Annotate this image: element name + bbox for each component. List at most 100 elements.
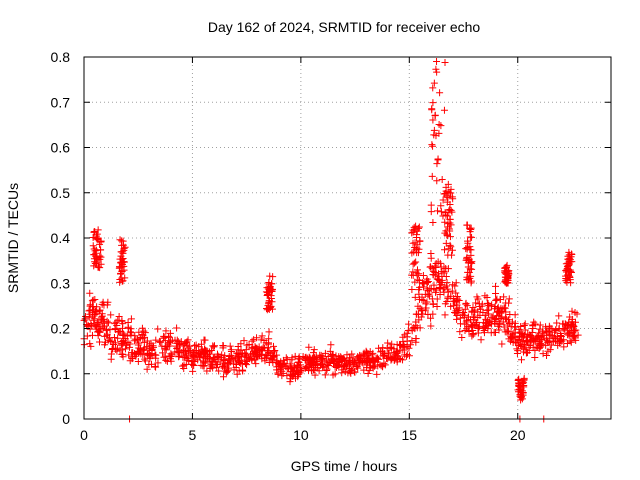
data-point xyxy=(496,295,504,303)
data-point xyxy=(430,126,438,134)
data-point xyxy=(141,357,149,365)
data-point xyxy=(334,357,342,365)
data-point xyxy=(312,353,320,361)
data-point xyxy=(201,359,209,367)
data-point xyxy=(95,327,103,335)
data-point xyxy=(485,310,493,318)
data-point xyxy=(563,331,571,339)
data-point xyxy=(436,89,444,97)
data-point xyxy=(461,327,469,335)
data-point xyxy=(179,362,187,370)
data-point xyxy=(386,343,394,351)
data-point xyxy=(92,323,100,331)
data-point xyxy=(519,337,527,345)
data-point xyxy=(243,341,251,349)
data-point xyxy=(520,374,528,382)
data-point xyxy=(448,193,456,201)
data-point xyxy=(390,356,398,364)
data-point xyxy=(423,285,431,293)
data-point xyxy=(225,355,233,363)
data-point xyxy=(207,361,215,369)
data-point xyxy=(327,355,335,363)
data-point xyxy=(288,365,296,373)
data-point xyxy=(154,325,162,333)
data-point xyxy=(257,336,265,344)
data-point xyxy=(236,351,244,359)
data-point xyxy=(273,351,281,359)
data-point xyxy=(510,329,518,337)
data-point xyxy=(120,262,128,270)
data-point xyxy=(152,363,160,371)
data-point xyxy=(500,304,508,312)
data-point xyxy=(86,310,94,318)
data-point xyxy=(338,369,346,377)
data-point xyxy=(253,334,261,342)
data-point xyxy=(464,275,472,283)
data-point xyxy=(106,337,114,345)
data-point xyxy=(179,348,187,356)
data-point xyxy=(501,328,509,336)
data-point xyxy=(210,342,218,350)
data-point xyxy=(406,341,414,349)
data-point xyxy=(492,282,500,290)
data-point xyxy=(121,335,129,343)
data-point xyxy=(96,240,104,248)
data-point xyxy=(118,341,126,349)
data-point xyxy=(409,228,417,236)
data-point xyxy=(305,343,313,351)
data-point xyxy=(309,366,317,374)
data-point xyxy=(529,322,537,330)
data-point xyxy=(429,218,437,226)
data-point xyxy=(434,207,442,215)
data-point xyxy=(444,180,452,188)
data-point xyxy=(226,342,234,350)
data-point xyxy=(472,299,480,307)
data-point xyxy=(440,269,448,277)
data-point xyxy=(335,353,343,361)
data-point xyxy=(143,365,151,373)
data-point xyxy=(472,319,480,327)
data-point xyxy=(490,328,498,336)
data-point xyxy=(505,319,513,327)
data-point xyxy=(363,364,371,372)
data-point xyxy=(449,281,457,289)
data-point xyxy=(245,353,253,361)
data-point xyxy=(273,366,281,374)
data-point xyxy=(249,349,257,357)
data-point xyxy=(573,310,581,318)
data-point xyxy=(104,319,112,327)
data-point xyxy=(282,354,290,362)
data-point xyxy=(475,324,483,332)
data-point xyxy=(452,279,460,287)
data-point xyxy=(409,239,417,247)
data-point xyxy=(388,340,396,348)
data-point xyxy=(468,323,476,331)
data-point xyxy=(118,241,126,249)
data-point xyxy=(430,131,438,139)
data-point xyxy=(519,389,527,397)
data-point xyxy=(145,361,153,369)
data-point xyxy=(121,243,129,251)
data-point xyxy=(322,356,330,364)
data-point xyxy=(264,291,272,299)
data-point xyxy=(393,358,401,366)
data-point xyxy=(544,338,552,346)
data-point xyxy=(515,333,523,341)
data-point xyxy=(414,302,422,310)
data-point xyxy=(424,310,432,318)
data-point xyxy=(248,337,256,345)
y-tick-label: 0.3 xyxy=(51,275,71,291)
data-point xyxy=(552,326,560,334)
data-point xyxy=(453,293,461,301)
data-point xyxy=(470,308,478,316)
data-point xyxy=(269,342,277,350)
data-point xyxy=(89,233,97,241)
data-point xyxy=(553,319,561,327)
x-tick-label: 5 xyxy=(189,427,197,443)
data-point xyxy=(240,337,248,345)
data-point xyxy=(511,319,519,327)
data-point xyxy=(139,346,147,354)
data-point xyxy=(542,323,550,331)
data-point xyxy=(156,338,164,346)
